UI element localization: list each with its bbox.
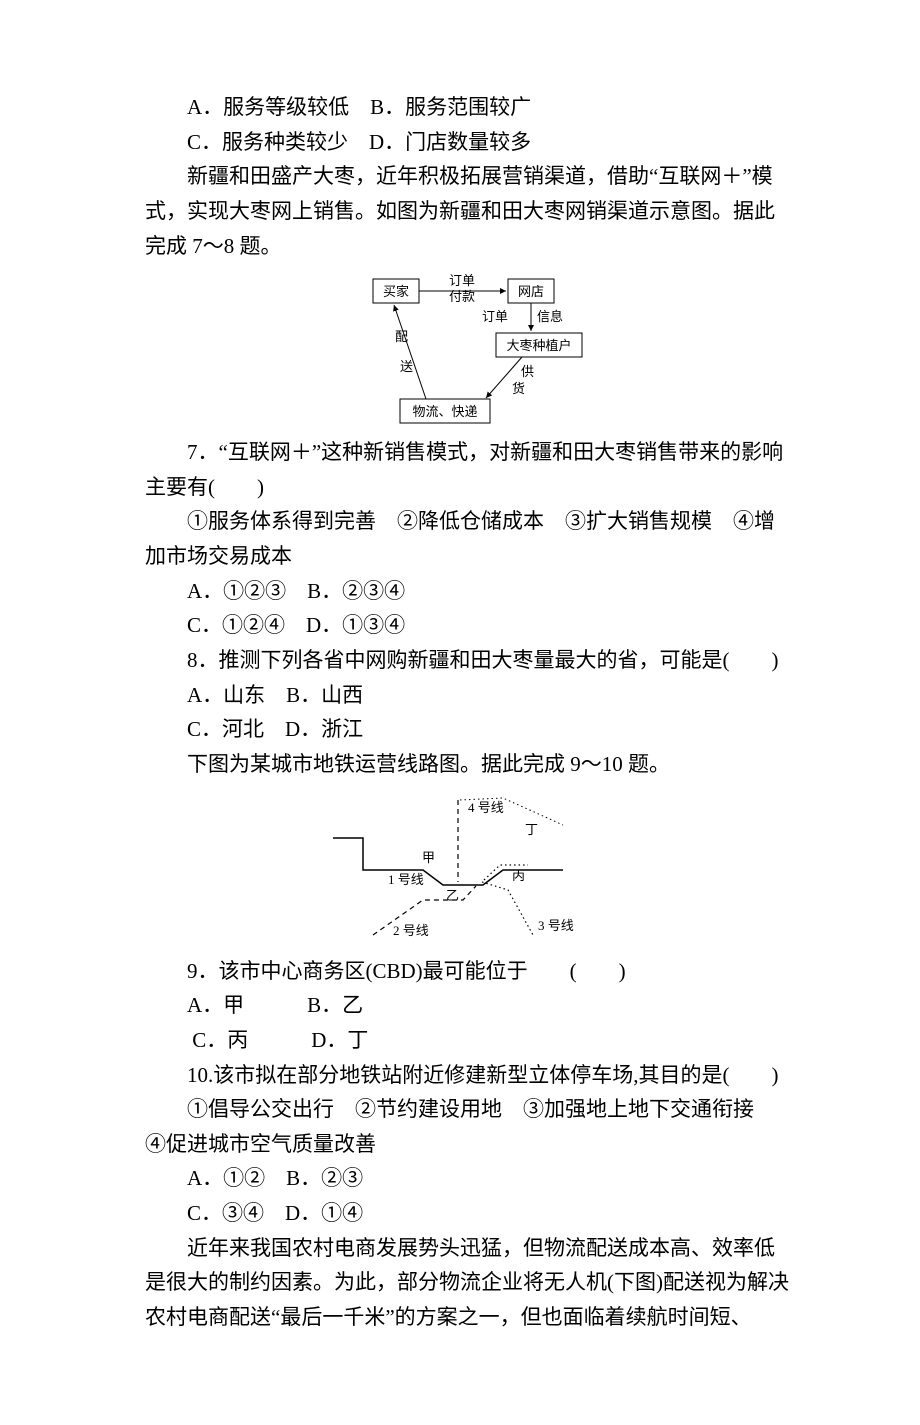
q7-option-a[interactable]: A．①②③ [187, 579, 286, 603]
q9-option-b[interactable]: B．乙 [307, 993, 363, 1017]
q8-stem: 8．推测下列各省中网购新疆和田大枣量最大的省，可能是( ) [145, 643, 790, 678]
q8-option-a[interactable]: A．山东 [187, 683, 265, 707]
intro-7-8: 新疆和田盛产大枣，近年积极拓展营销渠道，借助“互联网＋”模式，实现大枣网上销售。… [145, 159, 790, 263]
q9-option-d[interactable]: D．丁 [311, 1028, 368, 1052]
q6-option-c[interactable]: C．服务种类较少 [187, 130, 348, 154]
grower-box: 大枣种植户 [506, 338, 571, 353]
sales-channel-diagram: 买家 网店 大枣种植户 物流、快递 订单 付款 订单 信息 供 货 配 送 [145, 271, 790, 431]
jia-label: 甲 [422, 850, 435, 865]
q7-option-c[interactable]: C．①②④ [187, 613, 285, 637]
q7-items: ①服务体系得到完善 ②降低仓储成本 ③扩大销售规模 ④增加市场交易成本 [145, 504, 790, 573]
payment-label: 付款 [448, 289, 474, 304]
q9-option-a[interactable]: A．甲 [187, 993, 244, 1017]
q8-option-c[interactable]: C．河北 [187, 717, 264, 741]
line3-label: 3 号线 [538, 918, 574, 933]
q10-option-d[interactable]: D．①④ [285, 1201, 363, 1225]
line1-label: 1 号线 [388, 872, 424, 887]
order-label: 订单 [448, 273, 474, 288]
q6-option-b[interactable]: B．服务范围较广 [370, 95, 531, 119]
ding-label: 丁 [525, 822, 538, 837]
logistics-box: 物流、快递 [412, 404, 477, 419]
q10-option-a[interactable]: A．①② [187, 1166, 265, 1190]
bing-label: 丙 [512, 868, 525, 883]
q10-option-b[interactable]: B．②③ [286, 1166, 363, 1190]
yi-label: 乙 [446, 888, 459, 903]
deliver-label-b: 送 [400, 359, 413, 374]
metro-diagram: 4 号线 丁 甲 1 号线 丙 乙 2 号线 3 号线 [145, 790, 790, 950]
q8-option-b[interactable]: B．山西 [286, 683, 363, 707]
q7-option-d[interactable]: D．①③④ [306, 613, 405, 637]
shop-box: 网店 [517, 284, 543, 299]
q9-option-c[interactable]: C．丙 [192, 1028, 248, 1052]
line4-label: 4 号线 [468, 800, 504, 815]
line2-label: 2 号线 [393, 923, 429, 938]
deliver-label-a: 配 [395, 329, 408, 344]
q6-option-d[interactable]: D．门店数量较多 [369, 130, 531, 154]
q7-option-b[interactable]: B．②③④ [307, 579, 405, 603]
q10-stem: 10.该市拟在部分地铁站附近修建新型立体停车场,其目的是( ) [145, 1058, 790, 1093]
q7-stem: 7．“互联网＋”这种新销售模式，对新疆和田大枣销售带来的影响主要有( ) [145, 435, 790, 504]
orderinfo-label-b: 信息 [537, 309, 563, 324]
intro-9-10: 下图为某城市地铁运营线路图。据此完成 9～10 题。 [145, 747, 790, 782]
q10-option-c[interactable]: C．③④ [187, 1201, 264, 1225]
intro-11: 近年来我国农村电商发展势头迅猛，但物流配送成本高、效率低是很大的制约因素。为此，… [145, 1231, 790, 1335]
q6-option-a[interactable]: A．服务等级较低 [187, 95, 349, 119]
supply-label-b: 货 [512, 381, 525, 396]
buyer-box: 买家 [382, 284, 408, 299]
q9-stem: 9．该市中心商务区(CBD)最可能位于 ( ) [145, 954, 790, 989]
supply-label-a: 供 [521, 364, 534, 379]
q10-items: ①倡导公交出行 ②节约建设用地 ③加强地上地下交通衔接 ④促进城市空气质量改善 [145, 1092, 790, 1161]
q8-option-d[interactable]: D．浙江 [285, 717, 363, 741]
orderinfo-label-a: 订单 [481, 309, 507, 324]
